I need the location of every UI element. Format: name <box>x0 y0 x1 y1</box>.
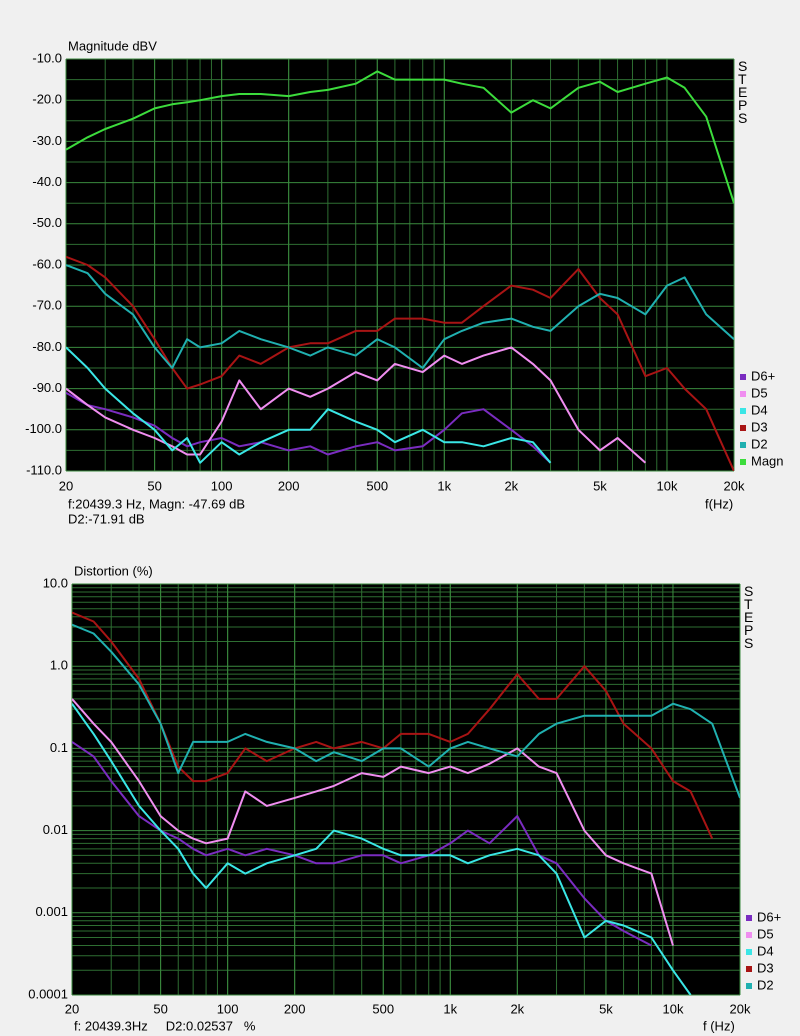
x-tick-label: 200 <box>284 1001 306 1016</box>
x-axis-label: f(Hz) <box>705 496 733 511</box>
legend-swatch <box>740 374 746 380</box>
legend-label: D2 <box>757 977 774 992</box>
y-tick-label: -30.0 <box>32 133 62 148</box>
x-tick-label: 1k <box>443 1001 457 1016</box>
x-tick-label: 100 <box>211 478 233 493</box>
y-tick-label: -50.0 <box>32 215 62 230</box>
x-tick-label: 20 <box>65 1001 79 1016</box>
x-tick-label: 20k <box>724 478 745 493</box>
lines <box>72 611 740 995</box>
x-tick-label: 20k <box>730 1001 751 1016</box>
side-label: STEPS <box>744 583 754 651</box>
x-tick-label: 20 <box>59 478 73 493</box>
chart-title: Magnitude dBV <box>68 38 157 53</box>
x-tick-label: 100 <box>217 1001 239 1016</box>
legend-label: D5 <box>751 385 768 400</box>
series-line <box>66 346 552 464</box>
legend-swatch <box>740 408 746 414</box>
x-tick-label: 5k <box>593 478 607 493</box>
x-tick-label: 2k <box>504 478 518 493</box>
legend-label: Magn <box>751 453 784 468</box>
series-line <box>66 70 734 204</box>
y-tick-label: -80.0 <box>32 339 62 354</box>
legend-swatch <box>746 949 752 955</box>
y-tick-label: -90.0 <box>32 380 62 395</box>
x-tick-label: 10k <box>662 1001 683 1016</box>
legend-swatch <box>740 459 746 465</box>
series-line <box>72 623 740 799</box>
y-tick-label: -100.0 <box>25 421 62 436</box>
legend-swatch <box>746 966 752 972</box>
cursor-readout: D2:-71.91 dB <box>68 511 145 526</box>
series-line <box>72 741 652 947</box>
legend-swatch <box>746 915 752 921</box>
y-tick-label: -20.0 <box>32 92 62 107</box>
series-line <box>72 703 692 995</box>
y-tick-label: 1.0 <box>50 658 68 673</box>
x-tick-label: 500 <box>372 1001 394 1016</box>
legend-label: D6+ <box>751 368 775 383</box>
legend-swatch <box>746 932 752 938</box>
x-axis-label: f (Hz) <box>703 1018 735 1033</box>
legend-label: D5 <box>757 926 774 941</box>
legend-label: D2 <box>751 436 768 451</box>
series-line <box>66 264 734 369</box>
x-tick-label: 5k <box>599 1001 613 1016</box>
chart-title: Distortion (%) <box>74 563 153 578</box>
y-tick-label: -10.0 <box>32 50 62 65</box>
legend-swatch <box>740 442 746 448</box>
legend-label: D4 <box>757 943 774 958</box>
series-line <box>66 346 647 464</box>
legend-label: D3 <box>757 960 774 975</box>
legend-swatch <box>740 425 746 431</box>
lines <box>66 70 734 471</box>
x-tick-label: 500 <box>366 478 388 493</box>
x-tick-label: 50 <box>147 478 161 493</box>
y-tick-label: -110.0 <box>26 462 62 477</box>
y-tick-label: 0.0001 <box>28 986 68 1001</box>
y-tick-label: -40.0 <box>32 174 62 189</box>
y-tick-label: 0.001 <box>35 904 68 919</box>
y-tick-label: -70.0 <box>32 298 62 313</box>
x-tick-label: 200 <box>278 478 300 493</box>
y-tick-label: 0.1 <box>50 740 68 755</box>
y-tick-label: -60.0 <box>32 256 62 271</box>
legend-label: D4 <box>751 402 768 417</box>
series-line <box>66 391 552 464</box>
cursor-readout: f: 20439.3Hz D2:0.02537 % <box>74 1018 256 1033</box>
y-tick-label: 10.0 <box>43 575 68 590</box>
series-line <box>66 255 734 471</box>
legend-label: D6+ <box>757 909 781 924</box>
y-tick-label: 0.01 <box>43 822 68 837</box>
side-label: STEPS <box>738 58 748 126</box>
x-tick-label: 10k <box>656 478 677 493</box>
legend-swatch <box>740 391 746 397</box>
legend-swatch <box>746 983 752 989</box>
x-tick-label: 2k <box>510 1001 524 1016</box>
plot-area <box>72 584 740 995</box>
x-tick-label: 50 <box>153 1001 167 1016</box>
legend-label: D3 <box>751 419 768 434</box>
cursor-readout: f:20439.3 Hz, Magn: -47.69 dB <box>68 496 245 511</box>
series-line <box>72 698 674 946</box>
x-tick-label: 1k <box>437 478 451 493</box>
